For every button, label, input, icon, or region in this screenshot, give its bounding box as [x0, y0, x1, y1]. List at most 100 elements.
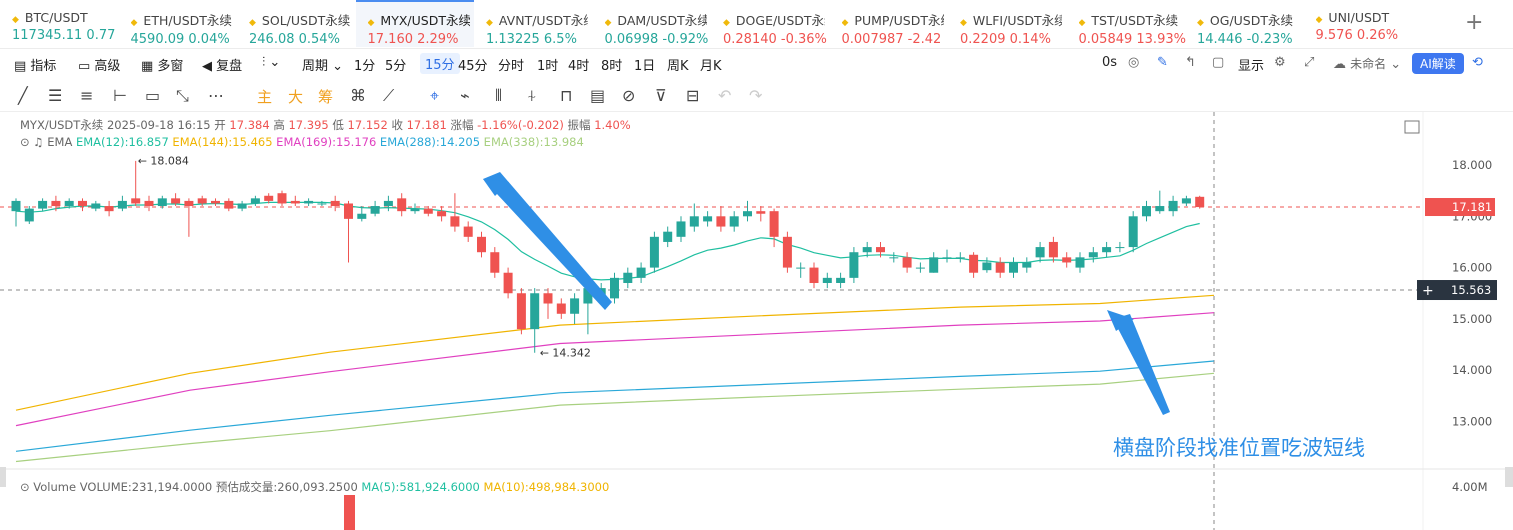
select-icon[interactable]: ⌖ — [430, 86, 440, 105]
current-price-label: 17.181 — [1452, 200, 1492, 214]
copy-icon[interactable]: ▢ — [1212, 55, 1225, 70]
candle — [357, 213, 367, 219]
ticker-tab[interactable]: ◆ UNI/USDT 9.576 0.26% — [1304, 0, 1422, 47]
candle — [729, 216, 739, 227]
ticker-tab[interactable]: ◆DOGE/USDT永续 0.28140 -0.36% — [711, 0, 829, 47]
timeframe-1[interactable]: 5分 — [385, 59, 407, 74]
candle — [423, 208, 433, 214]
ticker-tab[interactable]: ◆ PUMP/USDT永续 0.007987 -2.42 — [830, 0, 948, 47]
timeframe-6[interactable]: 4时 — [568, 59, 590, 74]
candle — [437, 211, 447, 217]
more-tools-icon[interactable]: ⋯ — [208, 86, 224, 105]
period-button[interactable]: 周期 ⌄ — [302, 59, 344, 74]
candle — [902, 257, 912, 268]
chips-chip[interactable]: 筹 — [318, 88, 334, 106]
ema-alert-icon[interactable]: ♫ — [33, 135, 44, 149]
candle — [1075, 257, 1085, 268]
ticker-tab[interactable]: ◆ BTC/USDT 117345.11 0.77 — [0, 0, 118, 47]
camera-icon[interactable]: ◎ — [1128, 55, 1140, 70]
fullscreen-icon[interactable]: ⤢ — [1304, 55, 1315, 70]
filter-icon[interactable]: ⊽ — [655, 86, 667, 105]
ruler-icon[interactable]: ⌁ — [460, 86, 470, 105]
ema-settings-icon[interactable]: ⊙ — [20, 135, 30, 149]
hide-icon[interactable]: ⊘ — [622, 86, 636, 105]
pen-icon[interactable]: ✎ — [1157, 55, 1168, 70]
candle — [1195, 196, 1205, 208]
candle — [490, 252, 500, 273]
settings-icon[interactable]: ⚙ — [1274, 55, 1286, 70]
timeframe-3[interactable]: 45分 — [458, 59, 488, 74]
share-icon[interactable]: ⟲ — [1472, 55, 1483, 70]
ticker-tab[interactable]: ◆ MYX/USDT永续 17.160 2.29% — [355, 0, 474, 47]
ticker-tab[interactable]: ◆ OG/USDT永续 14.446 -0.23% — [1185, 0, 1303, 47]
note-icon[interactable]: ▤ — [590, 86, 606, 105]
high-marker: ← 18.084 — [138, 155, 189, 168]
candle — [330, 200, 340, 207]
rect-tool-icon[interactable]: ▭ — [145, 86, 161, 105]
ai-interpret-button[interactable]: AI解读 — [1412, 53, 1464, 74]
crosshair-plus-icon: + — [1422, 283, 1434, 299]
ticker-price: 14.446 -0.23% — [1197, 32, 1293, 47]
ticker-tab[interactable]: ◆ TST/USDT永续 0.05849 13.93% — [1067, 0, 1186, 47]
add-tab-icon[interactable]: + — [1465, 10, 1484, 35]
channel-tool-icon[interactable]: ≡ — [80, 86, 94, 105]
candle — [1181, 198, 1191, 204]
ticker-name: ◆ BTC/USDT — [12, 10, 88, 25]
timeframe-9[interactable]: 周K — [667, 59, 689, 74]
lock-icon[interactable]: ⊓ — [560, 86, 573, 105]
advanced-button[interactable]: ▭ 高级 — [78, 59, 121, 74]
candle — [78, 200, 87, 207]
candle — [583, 288, 593, 304]
candle — [982, 262, 992, 271]
timeframe-4[interactable]: 分时 — [498, 59, 525, 74]
display-button[interactable]: 显示 — [1238, 59, 1265, 74]
timeframe-8[interactable]: 1日 — [634, 59, 656, 74]
big-chip[interactable]: 大 — [288, 88, 304, 106]
chart-icon[interactable]: ⦀ — [495, 86, 503, 105]
price-chart[interactable]: ← 18.084← 14.34218.00017.00016.00015.000… — [0, 112, 1513, 530]
horizontal-tool-icon[interactable]: ⊢ — [113, 86, 127, 105]
volume-settings-icon[interactable]: ⊙ — [20, 480, 30, 494]
candle — [250, 198, 260, 204]
multi-window-button[interactable]: ▦ 多窗 — [141, 59, 184, 74]
ema-legend-item: EMA(288):14.205 — [379, 135, 484, 149]
layout-button[interactable]: ☁ 未命名 ⌄ — [1333, 57, 1402, 72]
candle — [197, 198, 207, 204]
brush-tool-icon[interactable]: ⤡ — [176, 86, 189, 105]
timeframe-0[interactable]: 1分 — [354, 59, 376, 74]
ticker-tab[interactable]: ◆ ETH/USDT永续 4590.09 0.04% — [119, 0, 237, 47]
erase-icon[interactable]: ⟋ — [383, 86, 395, 105]
timeframe-5[interactable]: 1时 — [537, 59, 559, 74]
countdown-label: 0s — [1102, 55, 1118, 70]
candle — [51, 200, 61, 207]
ema-legend: ⊙ ♫ EMA EMA(12):16.857 EMA(144):15.465 E… — [20, 135, 584, 149]
indicator-button[interactable]: ▤ 指标 — [14, 59, 57, 74]
timeframe-10[interactable]: 月K — [700, 59, 722, 74]
timeframe-7[interactable]: 8时 — [601, 59, 623, 74]
candle-icon[interactable]: ⍭ — [527, 86, 537, 105]
parallel-tool-icon[interactable]: ☰ — [48, 86, 63, 105]
ticker-tab[interactable]: ◆ DAM/USDT永续 0.06998 -0.92% — [593, 0, 711, 47]
candle — [463, 226, 473, 237]
timeframe-2[interactable]: 15分 — [420, 53, 460, 74]
ticker-price: 4590.09 0.04% — [130, 32, 230, 47]
candle — [38, 200, 48, 209]
candle — [929, 257, 939, 273]
delete-icon[interactable]: ⊟ — [686, 86, 700, 105]
ticker-tab[interactable]: ◆ WLFI/USDT永续 0.2209 0.14% — [948, 0, 1066, 47]
magnet-icon[interactable]: ⌘ — [350, 86, 366, 105]
ticker-price: 17.160 2.29% — [367, 32, 459, 47]
ticker-name: ◆ TST/USDT永续 — [1078, 13, 1179, 28]
candle — [24, 208, 34, 222]
reply-icon[interactable]: ↰ — [1185, 55, 1196, 70]
main-chip[interactable]: 主 — [257, 88, 273, 106]
replay-button[interactable]: ◀ 复盘 — [202, 59, 243, 74]
chart-type-button[interactable]: ⫶ ⌄ — [262, 55, 281, 70]
ticker-price: 246.08 0.54% — [249, 32, 340, 47]
redo-icon[interactable]: ↷ — [749, 86, 763, 105]
candle — [610, 277, 619, 299]
ticker-tab[interactable]: ◆ AVNT/USDT永续 1.13225 6.5% — [474, 0, 592, 47]
ticker-tab[interactable]: ◆ SOL/USDT永续 246.08 0.54% — [237, 0, 355, 47]
line-tool-icon[interactable]: ╱ — [18, 86, 28, 105]
undo-icon[interactable]: ↶ — [718, 86, 732, 105]
